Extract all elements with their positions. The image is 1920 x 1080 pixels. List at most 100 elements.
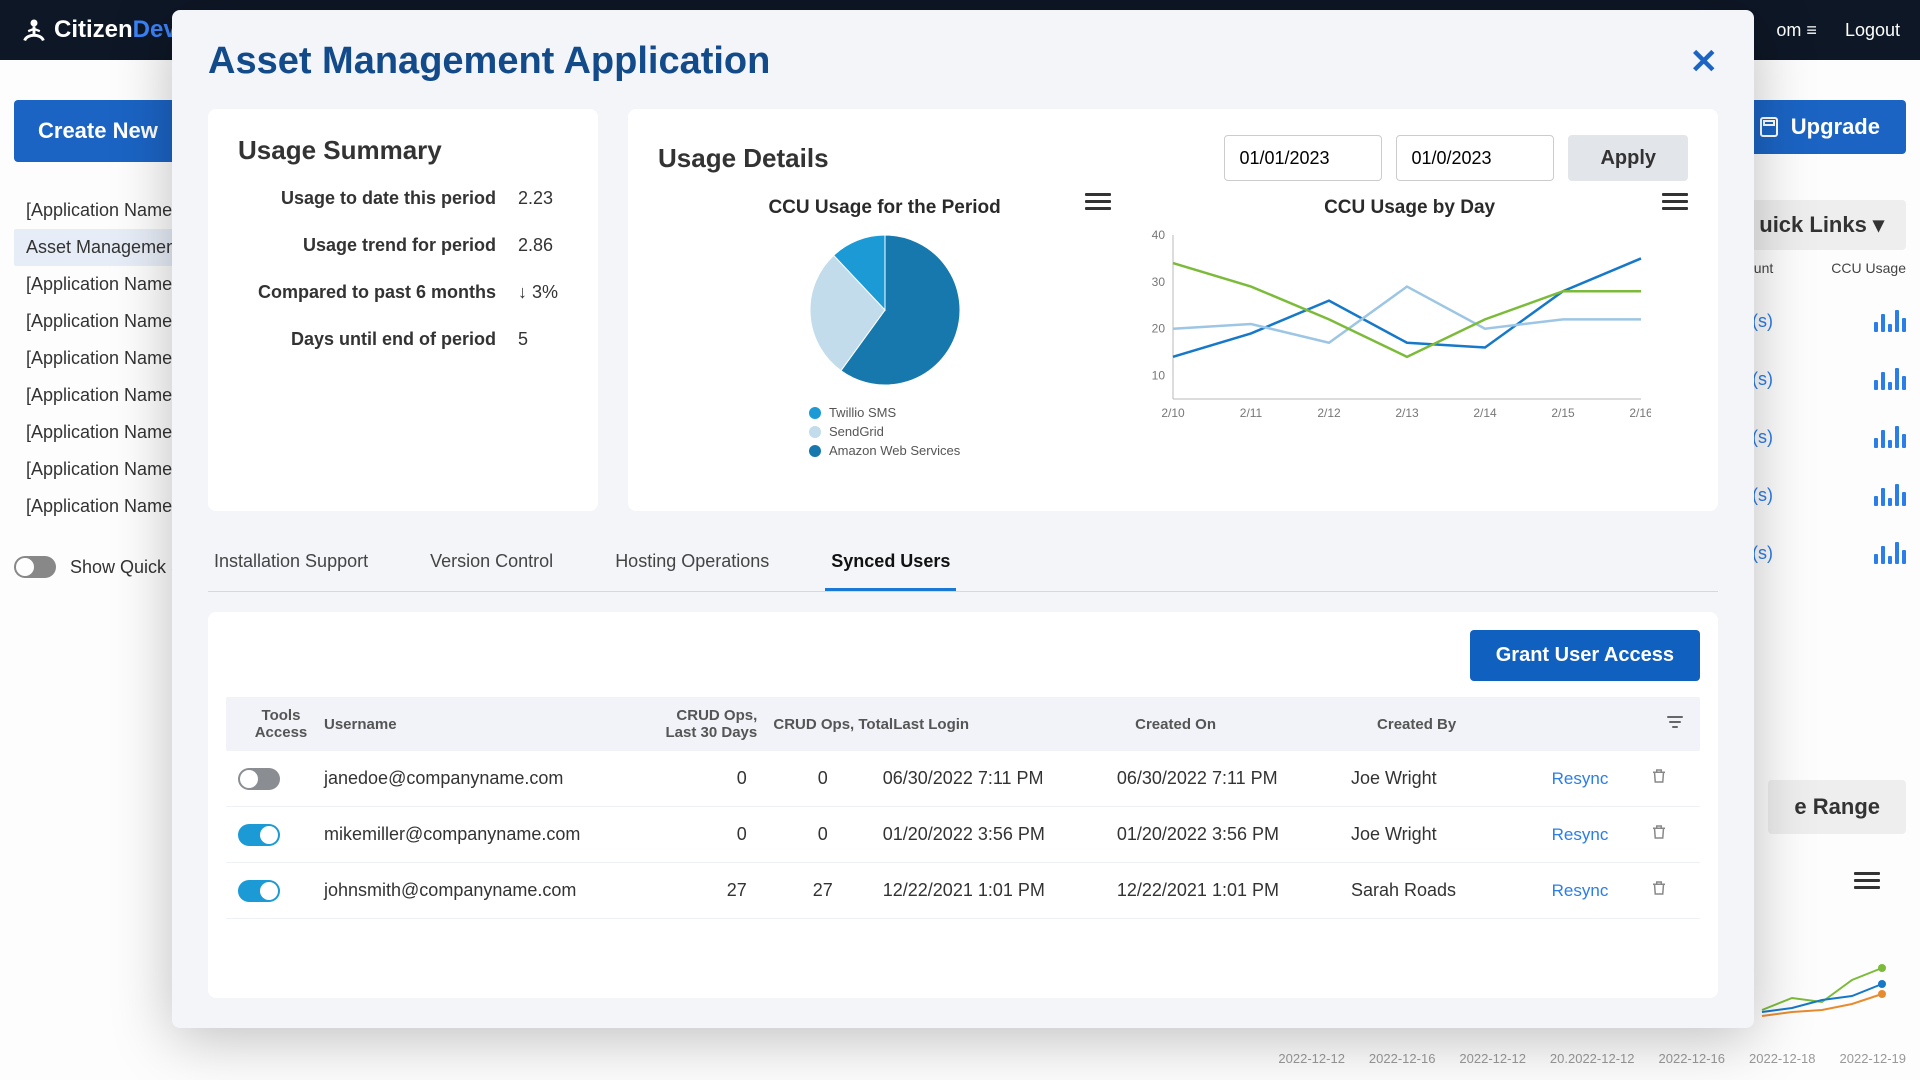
legend-swatch bbox=[809, 445, 821, 457]
grant-user-access-button[interactable]: Grant User Access bbox=[1470, 630, 1700, 681]
legend-label: SendGrid bbox=[829, 424, 884, 439]
svg-text:2/14: 2/14 bbox=[1474, 406, 1498, 420]
resync-link[interactable]: Resync bbox=[1552, 769, 1609, 788]
summary-row-label: Compared to past 6 months bbox=[238, 282, 496, 303]
usage-summary-title: Usage Summary bbox=[238, 135, 568, 166]
svg-text:10: 10 bbox=[1152, 369, 1166, 383]
tools-access-toggle[interactable] bbox=[238, 824, 280, 846]
show-quick-stats-toggle[interactable] bbox=[14, 556, 56, 578]
upgrade-label: Upgrade bbox=[1791, 114, 1880, 140]
bg-mini-chart bbox=[1752, 950, 1902, 1030]
summary-row: Days until end of period5 bbox=[238, 329, 568, 350]
th-crudtotal: CRUD Ops, Total bbox=[773, 716, 893, 733]
cell-last-login: 06/30/2022 7:11 PM bbox=[883, 768, 1117, 789]
cell-created-by: Joe Wright bbox=[1351, 824, 1530, 845]
table-header-row: Tools Access Username CRUD Ops, Last 30 … bbox=[226, 697, 1700, 751]
tools-access-toggle[interactable] bbox=[238, 880, 280, 902]
legend-label: Twillio SMS bbox=[829, 405, 896, 420]
upgrade-button[interactable]: Upgrade bbox=[1731, 100, 1906, 154]
create-new-button[interactable]: Create New bbox=[14, 100, 182, 162]
topbar-item[interactable]: om ≡ bbox=[1776, 20, 1817, 41]
summary-row-label: Usage to date this period bbox=[238, 188, 496, 209]
bg-col-ccu: CCU Usage bbox=[1831, 260, 1906, 276]
cell-last-login: 12/22/2021 1:01 PM bbox=[883, 880, 1117, 901]
summary-row-value: 2.23 bbox=[518, 188, 568, 209]
line-series bbox=[1173, 287, 1641, 343]
modal-title: Asset Management Application bbox=[208, 40, 770, 83]
date-from-input[interactable] bbox=[1224, 135, 1382, 181]
legend-item: Amazon Web Services bbox=[809, 443, 960, 458]
th-tools-access: Tools Access bbox=[238, 707, 324, 741]
summary-row: Usage to date this period 2.23 bbox=[238, 188, 568, 209]
cell-username: janedoe@companyname.com bbox=[324, 768, 641, 789]
resync-link[interactable]: Resync bbox=[1552, 825, 1609, 844]
svg-text:20: 20 bbox=[1152, 322, 1166, 336]
bg-stats-row: r(s) bbox=[1746, 484, 1906, 506]
pie-legend: Twillio SMS SendGrid Amazon Web Services bbox=[809, 405, 960, 462]
cell-created-on: 12/22/2021 1:01 PM bbox=[1117, 880, 1351, 901]
pie-chart-title: CCU Usage for the Period bbox=[768, 197, 1000, 219]
legend-label: Amazon Web Services bbox=[829, 443, 960, 458]
th-username: Username bbox=[324, 716, 651, 733]
tools-access-toggle[interactable] bbox=[238, 768, 280, 790]
apply-button[interactable]: Apply bbox=[1568, 135, 1688, 181]
pie-chart-menu-icon[interactable] bbox=[1085, 193, 1111, 210]
summary-row-label: Days until end of period bbox=[238, 329, 496, 350]
delete-row-icon[interactable] bbox=[1630, 767, 1688, 790]
th-created-by: Created By bbox=[1377, 716, 1562, 733]
usage-details-card: Usage Details Apply CCU Usage for the Pe… bbox=[628, 109, 1718, 511]
summary-row-value: 2.86 bbox=[518, 235, 568, 256]
summary-row-label: Usage trend for period bbox=[238, 235, 496, 256]
usage-summary-card: Usage Summary Usage to date this period 2… bbox=[208, 109, 598, 511]
bg-stats-row: r(s) bbox=[1746, 310, 1906, 332]
brand-text-accent: Dev bbox=[133, 16, 177, 43]
cell-crudtotal: 27 bbox=[763, 880, 883, 901]
line-series bbox=[1173, 258, 1641, 356]
line-chart-title: CCU Usage by Day bbox=[1324, 197, 1495, 219]
tab-installation-support[interactable]: Installation Support bbox=[208, 539, 374, 591]
filter-icon[interactable] bbox=[1662, 714, 1688, 734]
summary-row: Usage trend for period 2.86 bbox=[238, 235, 568, 256]
bg-footer-dates: 2022-12-122022-12-162022-12-1220.2022-12… bbox=[1278, 1051, 1906, 1066]
cell-created-on: 06/30/2022 7:11 PM bbox=[1117, 768, 1351, 789]
bg-stats-row: r(s) bbox=[1746, 542, 1906, 564]
delete-row-icon[interactable] bbox=[1630, 823, 1688, 846]
brand-text-prefix: Citizen bbox=[54, 16, 133, 43]
legend-swatch bbox=[809, 407, 821, 419]
pie-chart bbox=[795, 225, 975, 395]
delete-row-icon[interactable] bbox=[1630, 879, 1688, 902]
svg-text:40: 40 bbox=[1152, 228, 1166, 242]
bg-stats-rows: r(s)r(s)r(s)r(s)r(s) bbox=[1746, 310, 1906, 564]
usage-details-title: Usage Details bbox=[658, 143, 829, 174]
cell-crud30: 0 bbox=[641, 824, 763, 845]
cell-crudtotal: 0 bbox=[763, 768, 883, 789]
svg-text:2/13: 2/13 bbox=[1396, 406, 1420, 420]
svg-text:2/16: 2/16 bbox=[1630, 406, 1652, 420]
cell-created-by: Sarah Roads bbox=[1351, 880, 1530, 901]
date-range-dropdown[interactable]: e Range bbox=[1768, 780, 1906, 834]
date-to-input[interactable] bbox=[1396, 135, 1554, 181]
show-quick-stats-row[interactable]: Show Quick Sta bbox=[14, 556, 198, 578]
tab-hosting-operations[interactable]: Hosting Operations bbox=[609, 539, 775, 591]
line-chart-menu-icon[interactable] bbox=[1662, 193, 1688, 210]
resync-link[interactable]: Resync bbox=[1552, 881, 1609, 900]
logout-link[interactable]: Logout bbox=[1845, 20, 1900, 41]
table-row: janedoe@companyname.com0006/30/2022 7:11… bbox=[226, 751, 1700, 807]
tab-version-control[interactable]: Version Control bbox=[424, 539, 559, 591]
tab-synced-users[interactable]: Synced Users bbox=[825, 539, 956, 591]
summary-row: Compared to past 6 months↓ 3% bbox=[238, 282, 568, 303]
th-last-login: Last Login bbox=[893, 716, 1135, 733]
quick-links-dropdown[interactable]: uick Links ▾ bbox=[1737, 200, 1906, 250]
cell-crud30: 0 bbox=[641, 768, 763, 789]
modal-close-button[interactable]: ✕ bbox=[1690, 42, 1719, 82]
legend-swatch bbox=[809, 426, 821, 438]
tabs-bar: Installation Support Version Control Hosti… bbox=[208, 539, 1718, 592]
cell-username: johnsmith@companyname.com bbox=[324, 880, 641, 901]
legend-item: SendGrid bbox=[809, 424, 960, 439]
line-chart: 102030402/102/112/122/132/142/152/16 bbox=[1131, 225, 1651, 425]
svg-text:2/10: 2/10 bbox=[1162, 406, 1186, 420]
svg-text:30: 30 bbox=[1152, 275, 1166, 289]
brand-logo[interactable]: CitizenDev bbox=[20, 16, 177, 44]
cell-username: mikemiller@companyname.com bbox=[324, 824, 641, 845]
asset-management-modal: Asset Management Application ✕ Usage Sum… bbox=[172, 10, 1754, 1028]
